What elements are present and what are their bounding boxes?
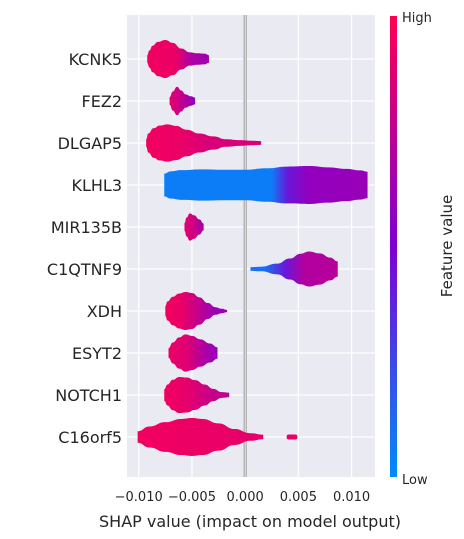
feature-label: FEZ2 [82,92,122,111]
violin-dlgap5 [146,124,262,162]
violin-kcnk5 [147,40,209,78]
violin-series [137,40,368,456]
feature-label: ESYT2 [72,344,122,363]
x-tick-label: 0.010 [333,490,370,505]
violin-fez2 [169,86,196,116]
plot-background [127,15,375,477]
violin-c16orf5 [137,418,264,456]
colorbar-low-label: Low [402,473,428,488]
colorbar: High Low Feature value [390,11,456,488]
x-tick-label: 0.005 [280,490,317,505]
feature-label: C1QTNF9 [47,260,122,279]
violin-mir135b [184,213,204,241]
violin-c16orf5-outlier [286,434,298,440]
x-tick-label: −0.010 [115,490,163,505]
feature-label: DLGAP5 [58,134,122,153]
x-axis-ticks: −0.010 −0.005 0.000 0.005 0.010 [115,490,371,505]
violin-c1qtnf9 [250,251,338,287]
x-tick-label: 0.000 [227,490,264,505]
feature-label: KLHL3 [71,176,122,195]
x-tick-label: −0.005 [168,490,216,505]
colorbar-high-label: High [402,11,432,26]
colorbar-title: Feature value [438,195,456,297]
violin-notch1 [164,376,230,414]
feature-label: C16orf5 [58,428,122,447]
feature-label: MIR135B [51,218,122,237]
violin-klhl3 [164,166,368,204]
feature-label: NOTCH1 [55,386,122,405]
x-axis-title: SHAP value (impact on model output) [99,512,401,531]
colorbar-gradient [390,16,397,477]
violin-esyt2 [168,334,218,372]
violin-xdh [165,292,228,330]
feature-labels: KCNK5 FEZ2 DLGAP5 KLHL3 MIR135B C1QTNF9 XDH ESY… [47,50,122,447]
feature-label: KCNK5 [69,50,122,69]
feature-label: XDH [87,302,122,321]
